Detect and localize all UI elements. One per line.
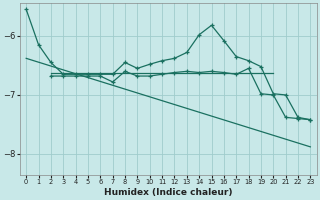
X-axis label: Humidex (Indice chaleur): Humidex (Indice chaleur) [104, 188, 233, 197]
